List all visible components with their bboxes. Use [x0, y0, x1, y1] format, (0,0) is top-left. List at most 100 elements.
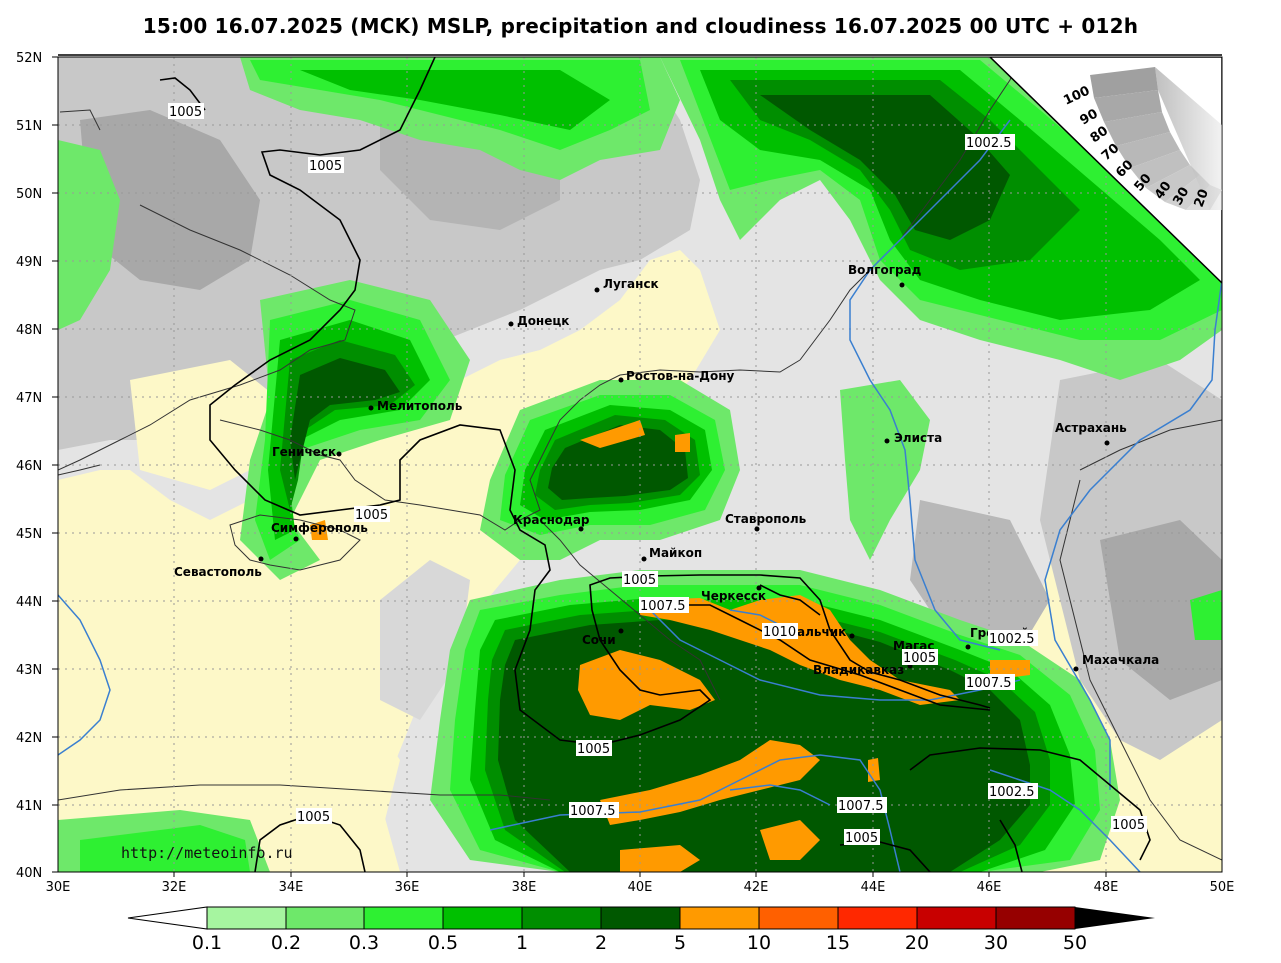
city-marker: [754, 526, 760, 532]
colorbar-swatch: [442, 906, 523, 930]
lat-label: 43N: [16, 663, 42, 678]
city-marker: [884, 438, 890, 444]
lat-label: 50N: [16, 187, 42, 202]
lon-label: 40E: [628, 880, 653, 895]
city-label-maykop: Майкоп: [649, 546, 702, 560]
city-label-lugansk: Луганск: [603, 277, 659, 291]
colorbar-swatch: [758, 906, 839, 930]
isobar-label: 1007.5: [570, 804, 616, 819]
colorbar-swatch: [679, 906, 760, 930]
isobar-label: 1005: [577, 742, 610, 757]
isobar-label: 1002.5: [989, 785, 1035, 800]
isobar-label: 1010: [763, 625, 796, 640]
colorbar-high-arrow: [1075, 907, 1155, 929]
colorbar-swatch: [995, 906, 1076, 930]
lon-label: 44E: [861, 880, 886, 895]
isobar-label: 1005: [903, 651, 936, 666]
lat-label: 42N: [16, 731, 42, 746]
colorbar-label: 50: [1063, 932, 1087, 954]
isobar-label: 1002.5: [966, 136, 1012, 151]
lon-label: 38E: [512, 880, 537, 895]
lat-label: 52N: [16, 51, 42, 66]
colorbar-label: 10: [747, 932, 771, 954]
colorbar-swatch: [285, 906, 365, 930]
city-marker: [641, 556, 647, 562]
latitude-labels: 52N 51N 50N 49N 48N 47N 46N 45N 44N 43N …: [16, 51, 42, 881]
colorbar-swatch: [600, 906, 681, 930]
city-label-vladikavkaz: Владикавказ: [813, 663, 904, 677]
city-marker: [578, 526, 584, 532]
isobar-label: 1005: [297, 810, 330, 825]
city-label-stavropol: Ставрополь: [725, 512, 807, 526]
map-title: 15:00 16.07.2025 (MCK) MSLP, precipitati…: [142, 14, 1139, 38]
map-layers: [58, 57, 1222, 872]
colorbar-label: 1: [516, 932, 528, 954]
lon-label: 36E: [395, 880, 420, 895]
lon-label: 32E: [162, 880, 187, 895]
isobar-label: 1007.5: [838, 799, 884, 814]
isobar-label: 1002.5: [989, 632, 1035, 647]
lon-label: 48E: [1094, 880, 1119, 895]
colorbar-label: 15: [826, 932, 850, 954]
city-marker: [368, 405, 374, 411]
precipitation-colorbar: 0.1 0.2 0.3 0.5 1 2 5 10 15 20 30 50: [127, 906, 1155, 954]
cities: Луганск Донецк Волгоград Ростов-на-Дону …: [174, 263, 1159, 677]
isobar-label: 1005: [623, 573, 656, 588]
graticule: [58, 57, 1222, 872]
city-label-donetsk: Донецк: [517, 314, 569, 328]
colorbar-label: 5: [674, 932, 686, 954]
colorbar-label: 0.5: [428, 932, 458, 954]
lon-label: 34E: [279, 880, 304, 895]
colorbar-label: 0.3: [349, 932, 379, 954]
city-label-makhachkala: Махачкала: [1082, 653, 1159, 667]
city-label-volgograd: Волгоград: [848, 263, 922, 277]
city-marker: [849, 633, 855, 639]
cloudiness-legend-panel: [988, 57, 1222, 285]
coastlines: [58, 57, 1222, 861]
isobar-label: 1007.5: [640, 599, 686, 614]
lat-label: 49N: [16, 255, 42, 270]
lat-ticks: [52, 56, 58, 873]
city-marker: [293, 536, 299, 542]
city-marker: [618, 377, 624, 383]
cloud-label-20: 20: [1192, 187, 1212, 209]
isobar-label: 1007.5: [966, 676, 1012, 691]
lon-label: 50E: [1210, 880, 1235, 895]
lon-label: 42E: [744, 880, 769, 895]
city-marker: [618, 628, 624, 634]
lat-label: 45N: [16, 527, 42, 542]
colorbar-low-arrow: [127, 906, 208, 930]
isobar-labels: 1005 1005 1002.5 1005 1005 1007.5 1010 1…: [168, 103, 1147, 846]
city-label-astrakhan: Астрахань: [1055, 421, 1127, 435]
lon-label: 30E: [46, 880, 71, 895]
lat-label: 46N: [16, 459, 42, 474]
isobar-label: 1005: [845, 831, 878, 846]
city-marker: [594, 287, 600, 293]
lat-label: 47N: [16, 391, 42, 406]
city-label-melitopol: Мелитополь: [377, 399, 463, 413]
city-marker: [1104, 440, 1110, 446]
city-marker: [756, 585, 762, 591]
colorbar-label: 2: [595, 932, 607, 954]
lat-label: 44N: [16, 595, 42, 610]
city-marker: [508, 321, 514, 327]
colorbar-label: 0.1: [192, 932, 222, 954]
city-marker: [336, 451, 342, 457]
lat-label: 41N: [16, 799, 42, 814]
city-label-krasnodar: Краснодар: [513, 513, 590, 527]
city-marker: [965, 644, 971, 650]
city-marker: [899, 282, 905, 288]
colorbar-swatch: [521, 906, 602, 930]
lon-label: 46E: [977, 880, 1002, 895]
colorbar-label: 0.2: [271, 932, 301, 954]
colorbar-label: 30: [984, 932, 1008, 954]
source-url: http://meteoinfo.ru: [121, 844, 293, 862]
city-label-simferopol: Симферополь: [271, 521, 368, 535]
colorbar-swatch: [837, 906, 918, 930]
city-label-sochi: Сочи: [582, 633, 616, 647]
city-label-sevastopol: Севастополь: [174, 565, 262, 579]
city-marker: [1073, 666, 1079, 672]
lat-label: 40N: [16, 866, 42, 881]
city-label-cherkessk: Черкесск: [701, 589, 766, 603]
